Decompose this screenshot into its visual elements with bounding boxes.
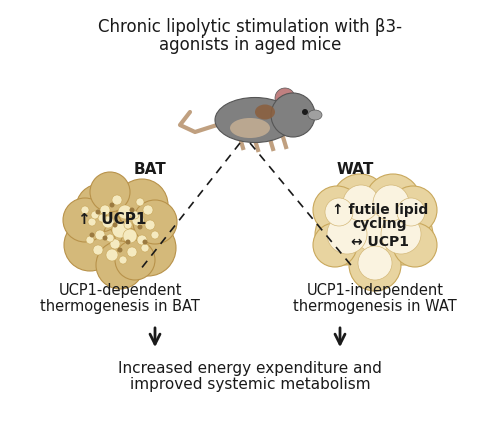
Circle shape [131,211,139,219]
Circle shape [106,234,114,242]
Text: ↑ futile lipid: ↑ futile lipid [332,203,428,217]
Circle shape [124,221,132,229]
Text: thermogenesis in BAT: thermogenesis in BAT [40,299,200,313]
Ellipse shape [215,97,295,142]
Circle shape [136,198,144,206]
Circle shape [349,239,401,291]
Text: cycling: cycling [353,217,407,231]
Circle shape [102,235,108,240]
Circle shape [115,240,155,280]
Circle shape [102,216,114,228]
Circle shape [120,220,176,276]
Text: Chronic lipolytic stimulation with β3-: Chronic lipolytic stimulation with β3- [98,18,402,36]
Circle shape [133,200,177,244]
Circle shape [91,211,99,219]
Circle shape [138,224,142,230]
Circle shape [88,218,96,226]
Circle shape [88,198,152,262]
Text: UCP1-independent: UCP1-independent [306,283,444,298]
Circle shape [118,247,122,252]
Circle shape [116,179,168,231]
Text: agonists in aged mice: agonists in aged mice [159,36,341,54]
Circle shape [141,244,149,252]
Circle shape [112,222,117,227]
Circle shape [86,236,94,244]
Circle shape [119,256,127,264]
Text: ↔ UCP1: ↔ UCP1 [351,235,409,249]
Circle shape [100,205,110,215]
Circle shape [143,205,153,215]
Text: improved systemic metabolism: improved systemic metabolism [130,377,370,392]
Circle shape [325,198,353,226]
Circle shape [381,214,421,254]
Circle shape [302,109,308,115]
Circle shape [106,249,118,261]
Text: ↑  UCP1: ↑ UCP1 [78,213,146,227]
Circle shape [127,247,137,257]
Ellipse shape [308,110,322,120]
Circle shape [137,235,147,245]
Text: UCP1-dependent: UCP1-dependent [58,283,182,298]
Circle shape [389,186,437,234]
Circle shape [343,198,407,262]
Circle shape [81,206,89,214]
Circle shape [332,174,388,230]
Text: BAT: BAT [134,162,166,178]
Text: thermogenesis in WAT: thermogenesis in WAT [293,299,457,313]
Circle shape [151,231,159,239]
Circle shape [315,205,375,265]
Circle shape [343,185,379,221]
Circle shape [132,214,144,226]
Circle shape [90,172,130,212]
Circle shape [112,195,122,205]
Text: Increased energy expenditure and: Increased energy expenditure and [118,360,382,376]
Circle shape [90,232,94,238]
Circle shape [93,245,103,255]
Circle shape [142,239,148,244]
Ellipse shape [230,118,270,138]
Circle shape [63,198,107,242]
Circle shape [112,222,128,238]
Circle shape [123,229,137,243]
Circle shape [373,205,433,265]
Circle shape [313,186,361,234]
Ellipse shape [255,105,275,120]
Circle shape [96,210,100,214]
Circle shape [397,198,425,226]
Circle shape [358,246,392,280]
Circle shape [327,214,367,254]
Circle shape [110,202,114,207]
Circle shape [353,208,397,252]
Circle shape [126,239,130,244]
Circle shape [118,205,132,219]
Circle shape [76,184,124,232]
Text: WAT: WAT [336,162,374,178]
Circle shape [313,223,357,267]
Circle shape [275,88,295,108]
Circle shape [145,220,155,230]
Circle shape [95,230,105,240]
Circle shape [271,93,315,137]
Circle shape [110,239,120,249]
Circle shape [373,185,409,221]
Circle shape [96,241,144,289]
Circle shape [130,207,134,213]
Circle shape [365,174,421,230]
Circle shape [393,223,437,267]
Circle shape [64,219,116,271]
Circle shape [98,214,106,222]
